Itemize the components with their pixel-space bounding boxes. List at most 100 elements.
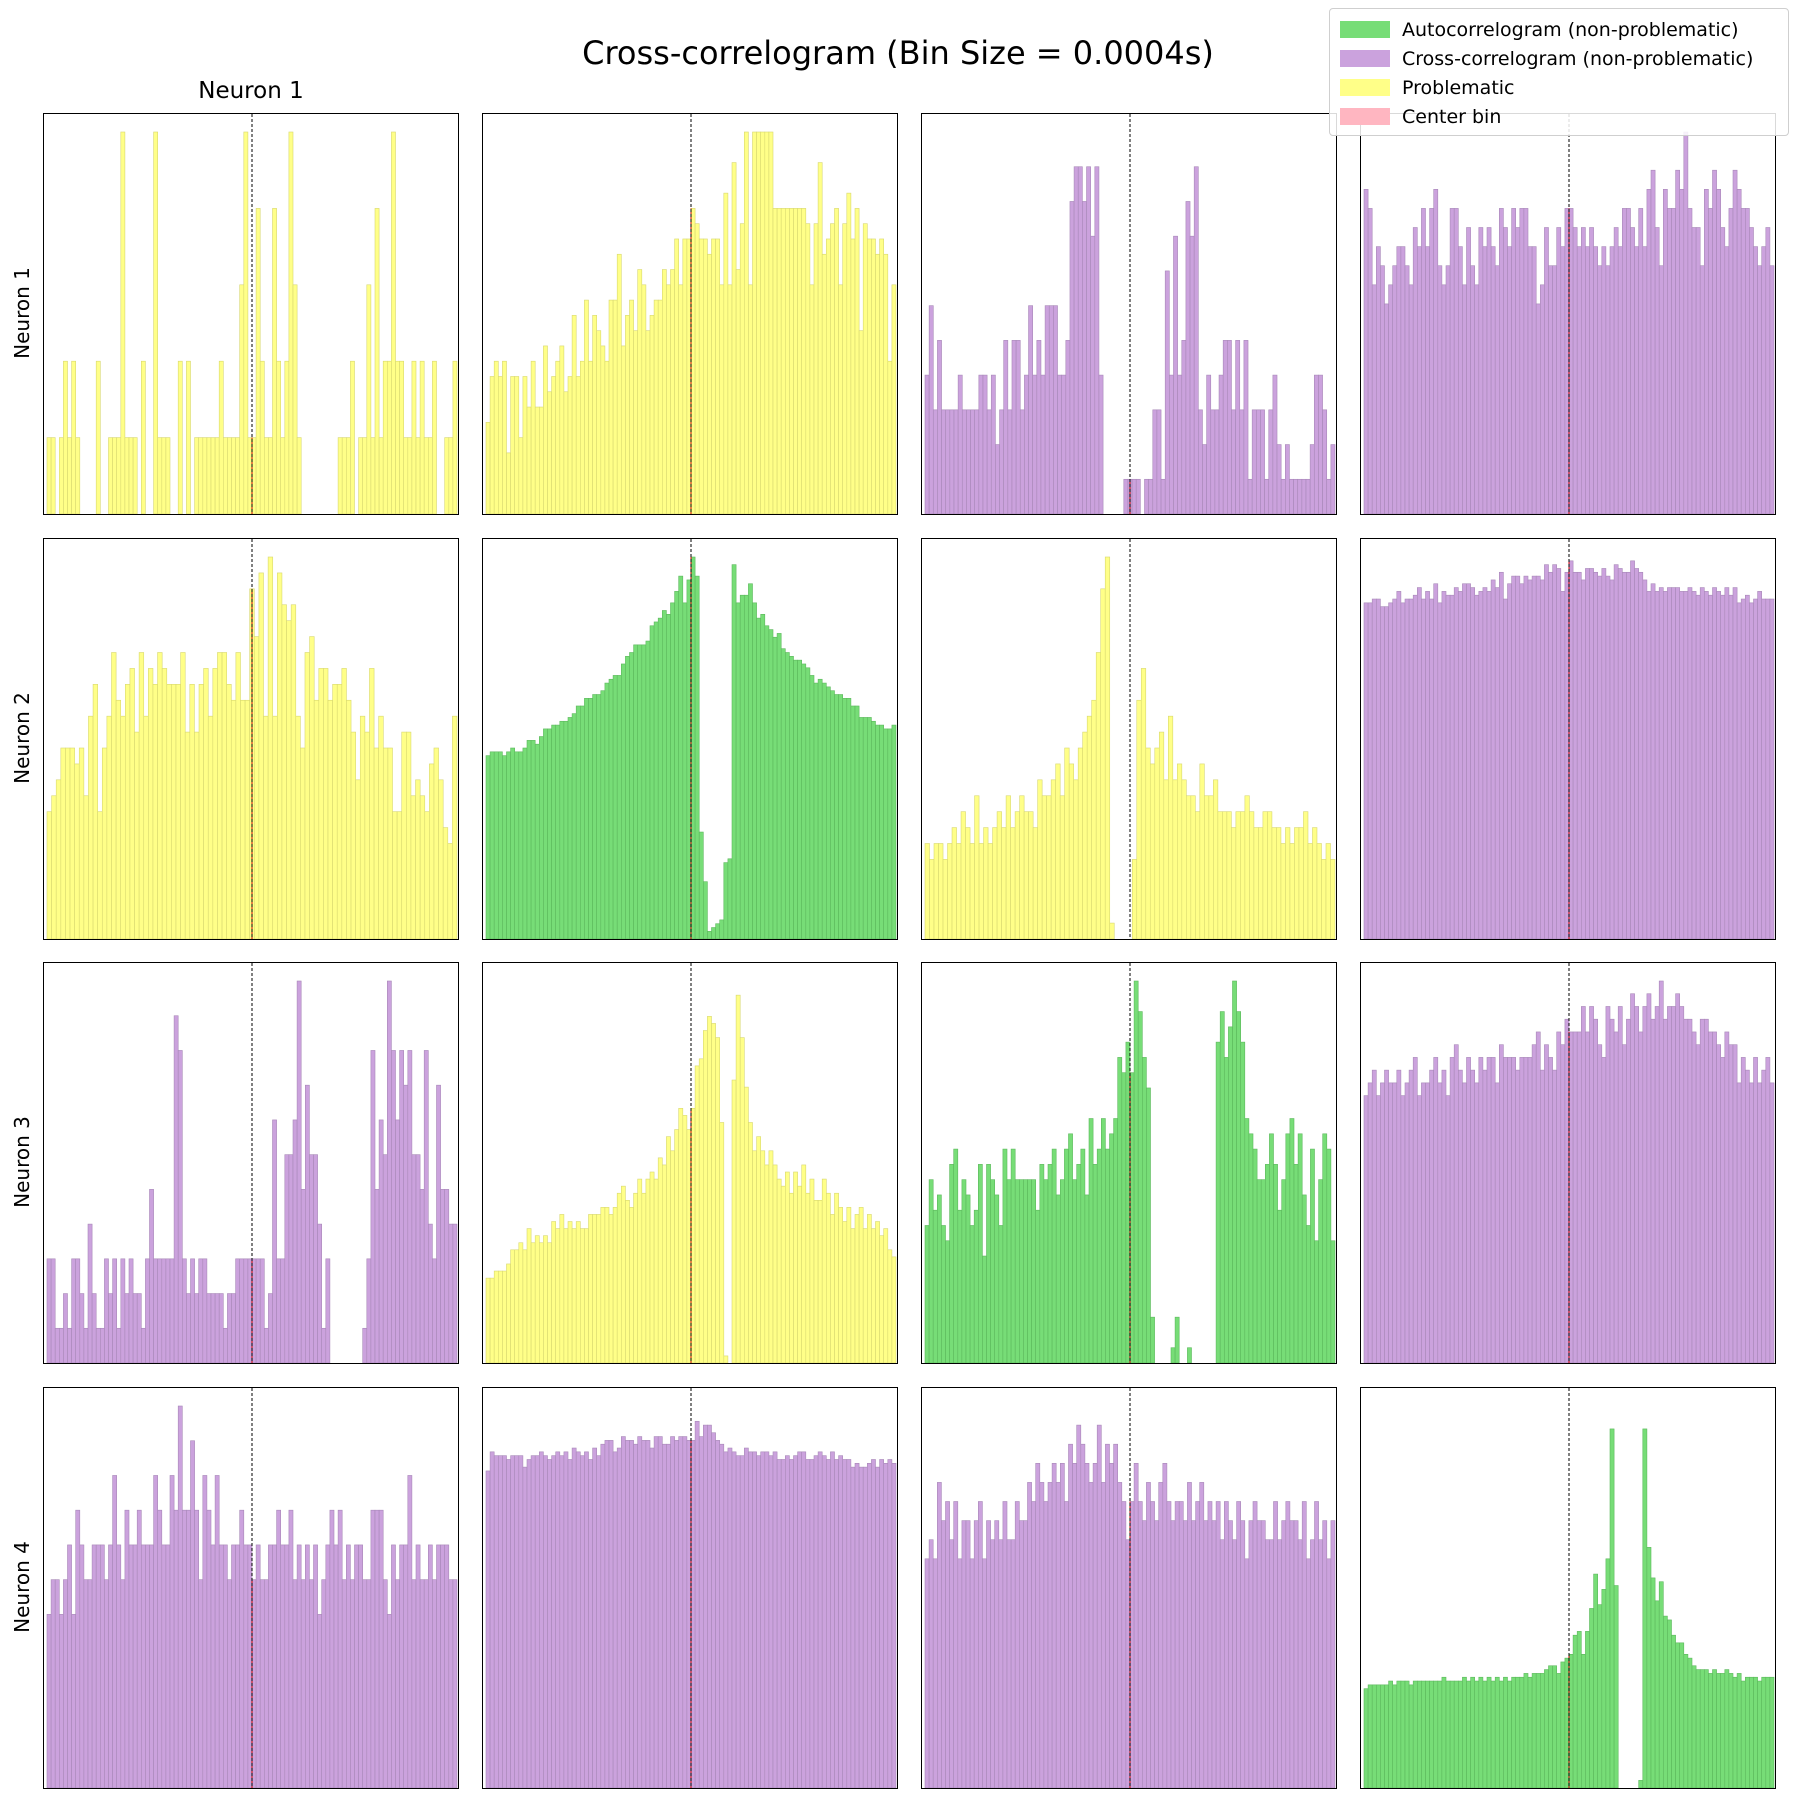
bar-bin-16 xyxy=(108,437,113,514)
bar-bin-11 xyxy=(87,1579,93,1788)
bar-bin-17 xyxy=(112,1258,117,1363)
bar-bin-3 xyxy=(1371,598,1377,939)
bar-bin-52 xyxy=(1133,980,1139,1363)
bar-bin-72 xyxy=(1215,1501,1221,1788)
bar-bin-48 xyxy=(239,284,245,514)
bar-bin-74 xyxy=(382,747,389,939)
bar-bin-5 xyxy=(1380,606,1385,939)
bar-bin-27 xyxy=(1041,795,1047,939)
bar-bin-36 xyxy=(1507,1057,1512,1363)
bar-bin-65 xyxy=(1213,779,1219,939)
bar-bin-84 xyxy=(1703,1018,1709,1363)
bar-bin-10 xyxy=(961,1520,967,1788)
bar-bin-20 xyxy=(1002,1148,1008,1363)
bar-bin-73 xyxy=(1658,587,1664,939)
bar-bin-34 xyxy=(182,1509,187,1788)
bar-bin-79 xyxy=(1683,591,1689,939)
bar-bin-54 xyxy=(264,1327,269,1363)
bar-bin-20 xyxy=(563,391,569,514)
bar-bin-62 xyxy=(296,980,302,1363)
bar-bin-94 xyxy=(427,1544,433,1788)
bar-bin-26 xyxy=(161,668,168,939)
bar-bin-13 xyxy=(95,360,101,514)
bar-bin-99 xyxy=(448,1223,454,1363)
bar-bin-54 xyxy=(1581,579,1586,939)
bar-bin-3 xyxy=(54,1579,60,1788)
bar-bin-48 xyxy=(239,1258,245,1363)
bar-bin-52 xyxy=(255,208,261,514)
bar-bin-80 xyxy=(1687,208,1693,514)
bar-bin-92 xyxy=(1736,189,1742,514)
bar-bin-2 xyxy=(50,1579,56,1788)
bar-bin-5 xyxy=(63,1293,68,1363)
bar-bin-35 xyxy=(625,1440,630,1788)
bar-bin-13 xyxy=(973,1209,979,1363)
bar-bin-32 xyxy=(1490,579,1496,939)
bar-bin-79 xyxy=(1276,827,1282,939)
bar-bin-13 xyxy=(1412,594,1418,939)
bar-bin-56 xyxy=(272,1544,277,1788)
bar-bin-16 xyxy=(547,728,552,939)
bar-bin-6 xyxy=(1384,1684,1389,1788)
bar-bin-72 xyxy=(776,1459,782,1788)
bar-bin-17 xyxy=(551,1221,556,1363)
bar-bin-24 xyxy=(580,1228,585,1363)
bar-bin-82 xyxy=(1695,227,1701,514)
bar-bin-76 xyxy=(793,1455,798,1788)
bar-bin-91 xyxy=(1732,1044,1738,1363)
bar-bin-57 xyxy=(1156,409,1162,514)
bar-bin-39 xyxy=(1519,1057,1525,1363)
bar-bin-75 xyxy=(1228,1520,1233,1788)
bar-bin-34 xyxy=(621,1185,626,1363)
bar-bin-93 xyxy=(862,717,868,939)
bar-bin-58 xyxy=(280,437,286,514)
bar-bin-11 xyxy=(87,1223,93,1363)
bar-bin-19 xyxy=(120,131,126,514)
bar-bin-53 xyxy=(1576,246,1582,514)
bar-bin-68 xyxy=(1638,1780,1644,1788)
bar-bin-97 xyxy=(879,1459,885,1788)
bar-bin-87 xyxy=(399,1050,405,1363)
bar-bin-81 xyxy=(813,1200,819,1363)
bar-bin-85 xyxy=(391,1050,396,1363)
row-label-neuron-3: Neuron 3 xyxy=(10,1116,34,1208)
bar-bin-82 xyxy=(419,795,426,939)
bar-bin-26 xyxy=(588,1459,593,1788)
bar-bin-39 xyxy=(221,652,227,939)
bar-bin-57 xyxy=(715,1440,721,1788)
bar-bin-59 xyxy=(723,1355,729,1363)
bar-bin-71 xyxy=(1211,1520,1217,1788)
bar-bin-19 xyxy=(120,1258,126,1363)
bar-bin-32 xyxy=(612,1207,618,1363)
bar-bin-79 xyxy=(366,1579,372,1788)
bar-bin-94 xyxy=(866,717,872,939)
bar-bin-85 xyxy=(1708,208,1713,514)
bar-bin-25 xyxy=(584,299,589,514)
bar-bin-16 xyxy=(547,1459,552,1788)
bar-bin-9 xyxy=(1396,1680,1402,1788)
bar-bin-32 xyxy=(612,299,618,514)
bar-bin-27 xyxy=(1470,265,1475,514)
bar-bin-77 xyxy=(797,208,803,514)
bar-bin-73 xyxy=(341,437,347,514)
bar-bin-17 xyxy=(551,724,556,939)
bar-bin-68 xyxy=(321,1579,327,1788)
bar-bin-93 xyxy=(1305,478,1311,514)
bar-bin-13 xyxy=(534,406,540,514)
bar-bin-21 xyxy=(128,437,134,514)
bar-bin-24 xyxy=(1028,811,1034,939)
bar-bin-15 xyxy=(111,652,117,939)
bar-bin-18 xyxy=(1433,583,1439,939)
bar-bin-22 xyxy=(1449,594,1455,939)
bar-bin-66 xyxy=(1630,227,1635,514)
bar-bin-51 xyxy=(251,437,257,514)
bar-bin-3 xyxy=(493,1270,499,1363)
bar-bin-43 xyxy=(1535,575,1541,939)
bar-bin-46 xyxy=(670,1436,675,1788)
bar-bin-96 xyxy=(1314,1501,1319,1788)
bar-bin-95 xyxy=(1313,374,1319,514)
bar-bin-45 xyxy=(1105,1148,1110,1363)
bar-bin-38 xyxy=(1077,166,1083,514)
bar-bin-95 xyxy=(432,1579,437,1788)
bar-bin-37 xyxy=(212,668,218,939)
